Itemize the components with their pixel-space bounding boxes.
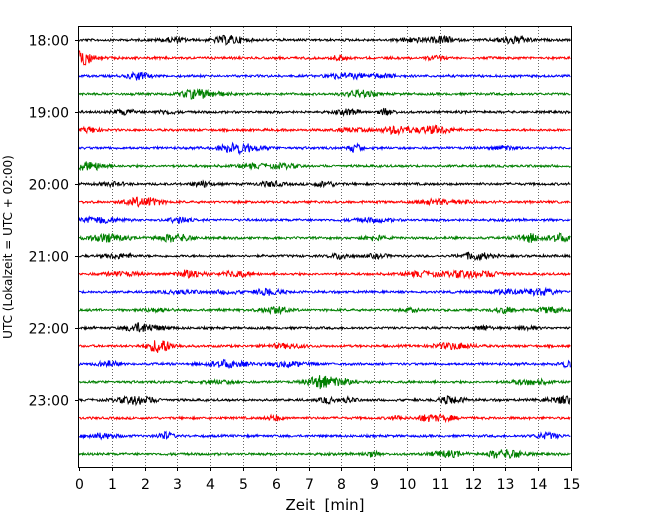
trace-2015 [78,196,571,208]
trace-1845 [78,88,571,100]
trace-1915 [78,124,571,136]
trace-1900 [78,107,571,118]
x-tick-label: 7 [305,477,314,493]
trace-2245 [78,375,571,390]
trace-2215 [78,340,571,353]
y-axis: 18:00 19:00 20:00 21:00 22:00 23:00 [29,34,79,410]
y-tick-label: 21:00 [29,250,69,266]
trace-1945 [78,161,571,172]
trace-2115 [78,269,571,280]
trace-2130 [78,286,571,297]
trace-2145 [78,306,571,316]
trace-2315 [78,413,571,424]
trace-1930 [78,141,571,156]
x-tick-label: 12 [465,477,483,493]
x-tick-label: 5 [239,477,248,493]
x-tick-label: 10 [399,477,417,493]
trace-1830 [78,70,571,81]
x-tick-label: 3 [173,477,182,493]
x-axis-label: Zeit [min] [285,496,364,514]
trace-2330 [78,430,571,441]
x-tick-label: 11 [432,477,450,493]
x-tick-label: 4 [206,477,215,493]
x-tick-label: 15 [563,477,581,493]
y-tick-label: 23:00 [29,394,69,410]
x-tick-label: 6 [272,477,281,493]
x-tick-label: 1 [108,477,117,493]
y-tick-label: 20:00 [29,178,69,194]
x-tick-label: 14 [530,477,548,493]
trace-1800 [78,34,571,46]
trace-1815 [78,50,571,66]
x-tick-label: 9 [370,477,379,493]
trace-2000 [78,179,571,189]
y-tick-label: 18:00 [29,34,69,50]
x-tick-label: 2 [141,477,150,493]
trace-2200 [78,322,571,333]
trace-2345 [78,449,571,459]
trace-2300 [78,394,571,407]
x-tick-label: 13 [497,477,515,493]
trace-layer [78,34,571,459]
y-tick-label: 22:00 [29,322,69,338]
x-axis: 0 1 2 3 4 5 6 7 8 9 10 11 12 13 14 15 [75,467,580,493]
y-axis-label: UTC (Lokalzeit = UTC + 02:00) [1,155,15,339]
trace-2230 [78,358,571,369]
plot-frame [78,26,572,468]
trace-2030 [78,215,571,225]
y-tick-label: 19:00 [29,106,69,122]
trace-2100 [78,251,571,262]
x-tick-label: 8 [337,477,346,493]
grid-layer [112,27,539,467]
x-tick-label: 0 [75,477,84,493]
trace-2045 [78,232,571,243]
